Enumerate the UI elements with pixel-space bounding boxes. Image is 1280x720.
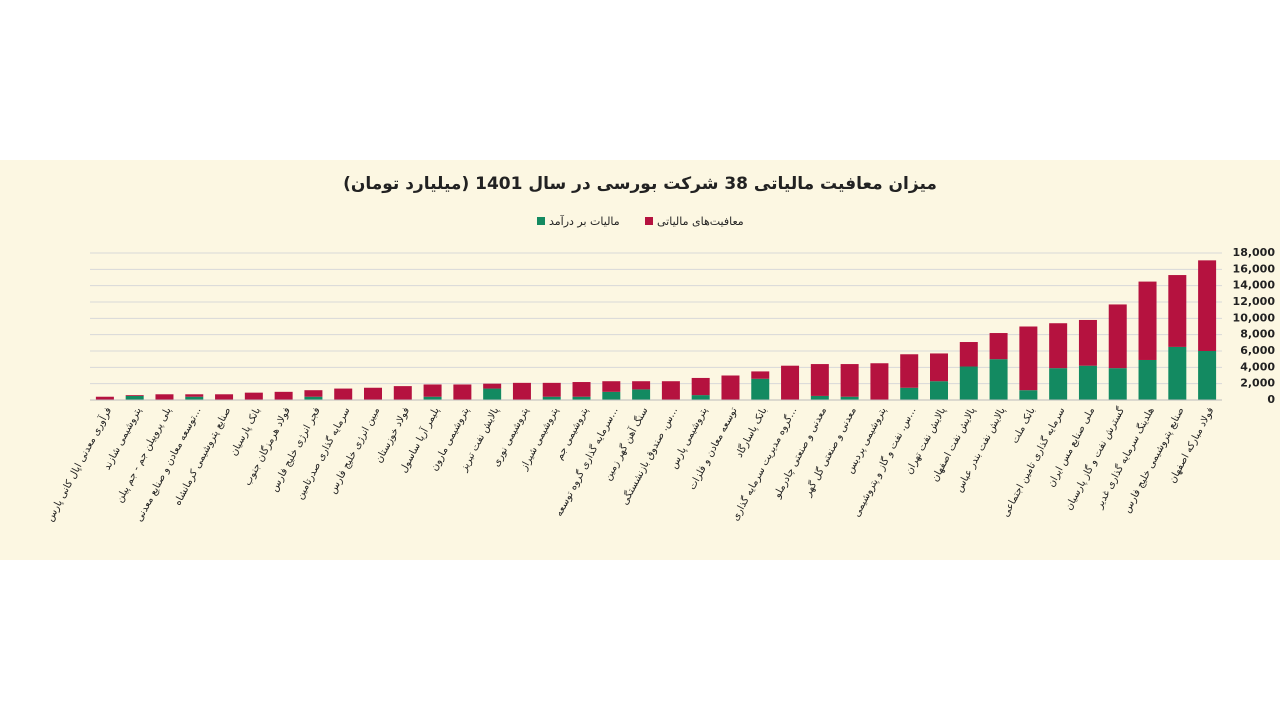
chart-title: میزان معافیت مالیاتی 38 شرکت بورسی در سا… xyxy=(343,174,937,194)
bar-segment xyxy=(900,387,919,400)
bar-segment xyxy=(1168,346,1187,400)
bar-segment xyxy=(810,395,829,400)
bar-segment xyxy=(95,396,114,400)
bar-segment xyxy=(930,381,948,400)
bar-segment xyxy=(989,333,1008,360)
bar-segment xyxy=(781,365,800,400)
bar-segment xyxy=(602,391,621,400)
bar-segment xyxy=(810,364,829,396)
bar-segment xyxy=(304,390,323,397)
bar-segment xyxy=(959,342,978,367)
bar-segment xyxy=(244,392,263,400)
bar-segment xyxy=(185,396,204,400)
bar-segment xyxy=(930,353,948,382)
bar-segment xyxy=(542,396,561,400)
bar-segment xyxy=(751,371,770,379)
bar-segment xyxy=(423,384,442,397)
bar-segment xyxy=(1108,368,1127,400)
y-tick-label: 16,000 xyxy=(1233,262,1276,275)
legend-swatch xyxy=(645,217,653,225)
bar-segment xyxy=(125,395,144,400)
bar-segment xyxy=(1198,260,1217,351)
bar-segment xyxy=(1019,326,1038,391)
y-tick-label: 18,000 xyxy=(1233,246,1276,259)
bar-segment xyxy=(1138,359,1157,400)
bar-segment xyxy=(215,394,234,400)
bar-segment xyxy=(691,377,710,396)
y-tick-label: 12,000 xyxy=(1233,295,1276,308)
y-tick-label: 14,000 xyxy=(1233,279,1276,292)
bar-segment xyxy=(751,378,770,400)
bar-segment xyxy=(661,381,680,400)
bar-segment xyxy=(453,384,472,400)
bar-segment xyxy=(870,363,889,400)
bar-segment xyxy=(1049,368,1068,400)
bar-segment xyxy=(542,382,561,397)
y-tick-label: 2,000 xyxy=(1240,377,1275,390)
bar-segment xyxy=(632,381,651,390)
bar-segment xyxy=(155,394,174,400)
bar-segment xyxy=(274,391,293,400)
bar-segment xyxy=(364,387,382,400)
bar-segment xyxy=(840,364,859,397)
bar-segment xyxy=(602,381,621,392)
bar-segment xyxy=(1078,319,1097,366)
bar-segment xyxy=(691,395,710,400)
bar-segment xyxy=(1049,323,1068,369)
bar-segment xyxy=(572,396,591,400)
y-tick-label: 10,000 xyxy=(1233,311,1276,324)
bar-segment xyxy=(1078,365,1097,400)
bar-segment xyxy=(1019,390,1038,400)
bar-segment xyxy=(1198,351,1217,400)
legend-swatch xyxy=(537,217,545,225)
y-tick-label: 4,000 xyxy=(1240,360,1275,373)
y-tick-label: 0 xyxy=(1267,393,1275,406)
bar-segment xyxy=(423,396,442,400)
bar-segment xyxy=(125,395,144,396)
bar-segment xyxy=(185,394,204,397)
y-tick-label: 8,000 xyxy=(1240,328,1275,341)
bar-segment xyxy=(572,382,591,397)
legend-label: معافیت‌های مالیاتی xyxy=(657,215,744,228)
bar-segment xyxy=(483,383,502,389)
y-tick-label: 6,000 xyxy=(1240,344,1275,357)
bar-segment xyxy=(989,359,1008,400)
bar-segment xyxy=(304,396,323,400)
bar-segment xyxy=(1138,281,1157,360)
bar-segment xyxy=(1168,275,1187,347)
bar-segment xyxy=(632,389,651,400)
legend-label: مالیات بر درآمد xyxy=(549,214,620,228)
bar-segment xyxy=(840,396,859,400)
bar-segment xyxy=(483,388,502,400)
bar-segment xyxy=(393,386,412,400)
bar-segment xyxy=(1108,304,1127,369)
bar-segment xyxy=(959,366,978,400)
bar-segment xyxy=(721,375,740,400)
bar-segment xyxy=(334,388,353,400)
bar-segment xyxy=(900,354,919,388)
bar-segment xyxy=(512,382,531,400)
